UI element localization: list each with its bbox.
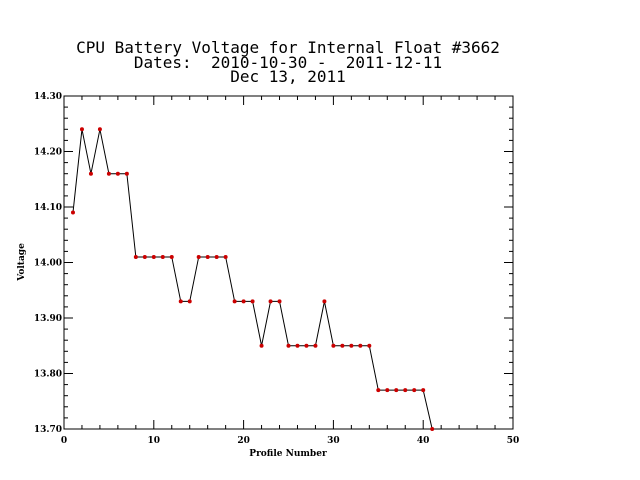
data-point <box>241 299 246 304</box>
data-point <box>376 388 381 393</box>
data-point <box>169 254 174 259</box>
data-point <box>250 299 255 304</box>
data-point <box>232 299 237 304</box>
y-tick-label: 13.90 <box>34 314 62 324</box>
data-point <box>88 171 93 176</box>
y-tick-label: 14.30 <box>34 92 62 102</box>
data-point <box>259 343 264 348</box>
data-point <box>394 388 399 393</box>
y-axis-label: Voltage <box>17 243 27 282</box>
data-point <box>358 343 363 348</box>
y-tick-label: 13.70 <box>34 425 62 435</box>
x-tick-label: 30 <box>327 436 340 446</box>
chart-title-line-1: CPU Battery Voltage for Internal Float #… <box>76 38 500 57</box>
data-point <box>178 299 183 304</box>
x-axis-label: Profile Number <box>249 449 327 459</box>
plot-frame <box>63 95 514 430</box>
data-point <box>295 343 300 348</box>
data-point <box>214 254 219 259</box>
data-point <box>421 388 426 393</box>
data-point <box>160 254 165 259</box>
data-point <box>277 299 282 304</box>
data-point <box>385 388 390 393</box>
chart-title-line-3: Dec 13, 2011 <box>230 67 346 86</box>
data-point <box>304 343 309 348</box>
data-point <box>196 254 201 259</box>
data-point <box>115 171 120 176</box>
data-point <box>331 343 336 348</box>
x-tick-labels: 0 10 20 30 40 50 <box>61 436 519 446</box>
data-point <box>349 343 354 348</box>
y-tick-label: 13.80 <box>34 370 62 380</box>
data-point <box>367 343 372 348</box>
y-tick-labels: 13.70 13.80 13.90 14.00 14.10 14.20 14.30 <box>34 92 62 435</box>
y-tick-label: 14.20 <box>34 148 62 158</box>
x-tick-label: 10 <box>148 436 161 446</box>
data-point <box>124 171 129 176</box>
data-point <box>412 388 417 393</box>
data-point <box>430 427 435 431</box>
data-point <box>322 299 327 304</box>
data-point <box>286 343 291 348</box>
x-tick-label: 40 <box>417 436 430 446</box>
data-point <box>268 299 273 304</box>
data-point <box>142 254 147 259</box>
data-point <box>133 254 138 259</box>
x-tick-label: 20 <box>237 436 250 446</box>
x-tick-label: 50 <box>507 436 520 446</box>
x-tick-label: 0 <box>61 436 67 446</box>
data-point <box>79 127 84 132</box>
data-point <box>151 254 156 259</box>
y-tick-label: 14.00 <box>34 259 62 269</box>
data-point <box>313 343 318 348</box>
data-point <box>97 127 102 132</box>
y-tick-label: 14.10 <box>34 203 62 213</box>
data-point <box>205 254 210 259</box>
data-point <box>70 210 75 215</box>
data-point <box>106 171 111 176</box>
data-point <box>187 299 192 304</box>
data-point <box>223 254 228 259</box>
voltage-markers <box>70 127 435 431</box>
data-point <box>403 388 408 393</box>
axis-ticks <box>63 95 514 430</box>
chart-title-line-2: Dates: 2010-10-30 - 2011-12-11 <box>134 53 442 72</box>
data-point <box>340 343 345 348</box>
